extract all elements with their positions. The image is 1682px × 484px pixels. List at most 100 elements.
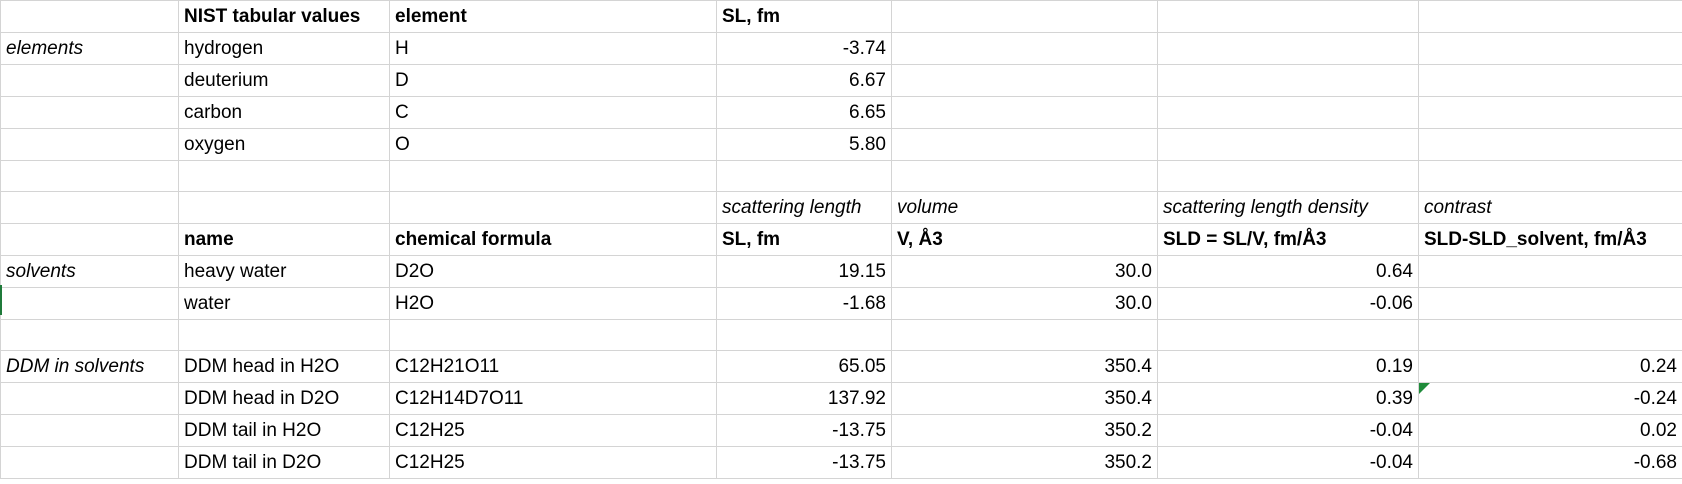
cell-b12[interactable]: DDM head in H2O xyxy=(178,350,390,383)
cell-e12[interactable]: 350.4 xyxy=(891,350,1158,383)
cell-e6[interactable] xyxy=(891,160,1158,192)
cell-d12[interactable]: 65.05 xyxy=(716,350,892,383)
cell-b3[interactable]: deuterium xyxy=(178,64,390,97)
cell-a3[interactable] xyxy=(0,64,179,97)
cell-c13[interactable]: C12H14D7O11 xyxy=(389,382,717,415)
cell-e10[interactable]: 30.0 xyxy=(891,287,1158,320)
cell-d6[interactable] xyxy=(716,160,892,192)
cell-e9[interactable]: 30.0 xyxy=(891,255,1158,288)
cell-f6[interactable] xyxy=(1157,160,1419,192)
cell-b6[interactable] xyxy=(178,160,390,192)
cell-e14[interactable]: 350.2 xyxy=(891,414,1158,447)
cell-g6[interactable] xyxy=(1418,160,1682,192)
cell-c3[interactable]: D xyxy=(389,64,717,97)
cell-d7[interactable]: scattering length xyxy=(716,191,892,224)
cell-f7[interactable]: scattering length density xyxy=(1157,191,1419,224)
cell-f1[interactable] xyxy=(1157,0,1419,33)
cell-a2[interactable]: elements xyxy=(0,32,179,65)
cell-e5[interactable] xyxy=(891,128,1158,161)
cell-e3[interactable] xyxy=(891,64,1158,97)
cell-c1[interactable]: element xyxy=(389,0,717,33)
cell-c5[interactable]: O xyxy=(389,128,717,161)
cell-g4[interactable] xyxy=(1418,96,1682,129)
cell-c9[interactable]: D2O xyxy=(389,255,717,288)
cell-e8[interactable]: V, Å3 xyxy=(891,223,1158,256)
cell-f8[interactable]: SLD = SL/V, fm/Å3 xyxy=(1157,223,1419,256)
cell-b11[interactable] xyxy=(178,319,390,351)
cell-g11[interactable] xyxy=(1418,319,1682,351)
cell-b13[interactable]: DDM head in D2O xyxy=(178,382,390,415)
cell-e2[interactable] xyxy=(891,32,1158,65)
cell-f12[interactable]: 0.19 xyxy=(1157,350,1419,383)
cell-b2[interactable]: hydrogen xyxy=(178,32,390,65)
cell-a1[interactable] xyxy=(0,0,179,33)
cell-f11[interactable] xyxy=(1157,319,1419,351)
cell-d9[interactable]: 19.15 xyxy=(716,255,892,288)
cell-g15[interactable]: -0.68 xyxy=(1418,446,1682,479)
cell-a11[interactable] xyxy=(0,319,179,351)
cell-b9[interactable]: heavy water xyxy=(178,255,390,288)
cell-g7[interactable]: contrast xyxy=(1418,191,1682,224)
cell-g10[interactable] xyxy=(1418,287,1682,320)
cell-a5[interactable] xyxy=(0,128,179,161)
cell-d15[interactable]: -13.75 xyxy=(716,446,892,479)
cell-e1[interactable] xyxy=(891,0,1158,33)
cell-d1[interactable]: SL, fm xyxy=(716,0,892,33)
cell-b10[interactable]: water xyxy=(178,287,390,320)
cell-b4[interactable]: carbon xyxy=(178,96,390,129)
cell-c7[interactable] xyxy=(389,191,717,224)
cell-d4[interactable]: 6.65 xyxy=(716,96,892,129)
cell-e4[interactable] xyxy=(891,96,1158,129)
cell-a9[interactable]: solvents xyxy=(0,255,179,288)
cell-g13[interactable]: -0.24 xyxy=(1418,382,1682,415)
cell-a8[interactable] xyxy=(0,223,179,256)
cell-c4[interactable]: C xyxy=(389,96,717,129)
cell-c10[interactable]: H2O xyxy=(389,287,717,320)
cell-d14[interactable]: -13.75 xyxy=(716,414,892,447)
cell-d3[interactable]: 6.67 xyxy=(716,64,892,97)
cell-d5[interactable]: 5.80 xyxy=(716,128,892,161)
cell-a13[interactable] xyxy=(0,382,179,415)
cell-g9[interactable] xyxy=(1418,255,1682,288)
cell-f10[interactable]: -0.06 xyxy=(1157,287,1419,320)
cell-a12[interactable]: DDM in solvents xyxy=(0,350,179,383)
cell-f13[interactable]: 0.39 xyxy=(1157,382,1419,415)
cell-g14[interactable]: 0.02 xyxy=(1418,414,1682,447)
cell-d11[interactable] xyxy=(716,319,892,351)
cell-c15[interactable]: C12H25 xyxy=(389,446,717,479)
cell-c14[interactable]: C12H25 xyxy=(389,414,717,447)
cell-b8[interactable]: name xyxy=(178,223,390,256)
cell-e7[interactable]: volume xyxy=(891,191,1158,224)
cell-e11[interactable] xyxy=(891,319,1158,351)
cell-f14[interactable]: -0.04 xyxy=(1157,414,1419,447)
cell-c11[interactable] xyxy=(389,319,717,351)
cell-b15[interactable]: DDM tail in D2O xyxy=(178,446,390,479)
cell-f4[interactable] xyxy=(1157,96,1419,129)
cell-g2[interactable] xyxy=(1418,32,1682,65)
cell-f2[interactable] xyxy=(1157,32,1419,65)
cell-a15[interactable] xyxy=(0,446,179,479)
cell-a14[interactable] xyxy=(0,414,179,447)
cell-f5[interactable] xyxy=(1157,128,1419,161)
cell-c12[interactable]: C12H21O11 xyxy=(389,350,717,383)
cell-c8[interactable]: chemical formula xyxy=(389,223,717,256)
cell-g1[interactable] xyxy=(1418,0,1682,33)
cell-f3[interactable] xyxy=(1157,64,1419,97)
cell-e15[interactable]: 350.2 xyxy=(891,446,1158,479)
cell-b5[interactable]: oxygen xyxy=(178,128,390,161)
cell-d10[interactable]: -1.68 xyxy=(716,287,892,320)
cell-a6[interactable] xyxy=(0,160,179,192)
cell-b14[interactable]: DDM tail in H2O xyxy=(178,414,390,447)
cell-b1[interactable]: NIST tabular values xyxy=(178,0,390,33)
cell-b7[interactable] xyxy=(178,191,390,224)
cell-a4[interactable] xyxy=(0,96,179,129)
cell-f15[interactable]: -0.04 xyxy=(1157,446,1419,479)
cell-g8[interactable]: SLD-SLD_solvent, fm/Å3 xyxy=(1418,223,1682,256)
cell-g12[interactable]: 0.24 xyxy=(1418,350,1682,383)
cell-c6[interactable] xyxy=(389,160,717,192)
cell-d13[interactable]: 137.92 xyxy=(716,382,892,415)
cell-d2[interactable]: -3.74 xyxy=(716,32,892,65)
cell-a7[interactable] xyxy=(0,191,179,224)
cell-a10[interactable] xyxy=(0,287,179,320)
cell-e13[interactable]: 350.4 xyxy=(891,382,1158,415)
